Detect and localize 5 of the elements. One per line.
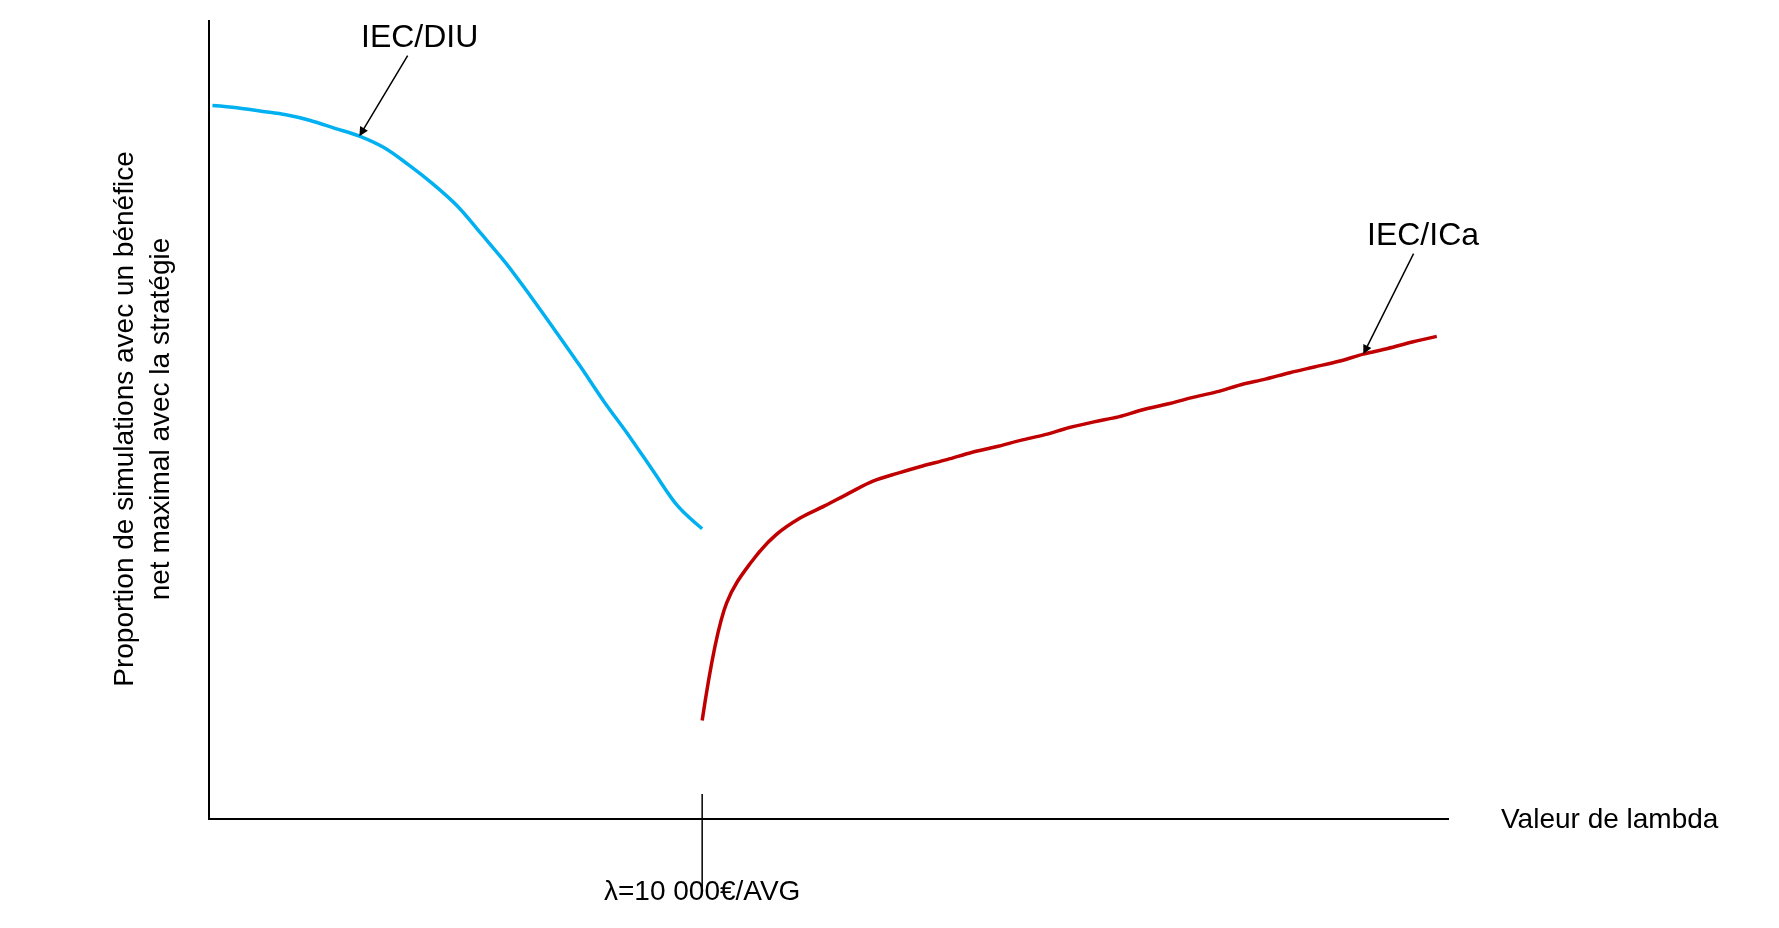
text: λ=10 000€/AVG [604, 875, 801, 906]
y-axis-title: Proportion de simulations avec un bénéfice net maximal avec la stratégie [107, 151, 176, 687]
text: IEC/ICa [1367, 216, 1480, 252]
x-axis-title: Valeur de lambda [1501, 803, 1719, 834]
text: IEC/DIU [361, 18, 479, 54]
